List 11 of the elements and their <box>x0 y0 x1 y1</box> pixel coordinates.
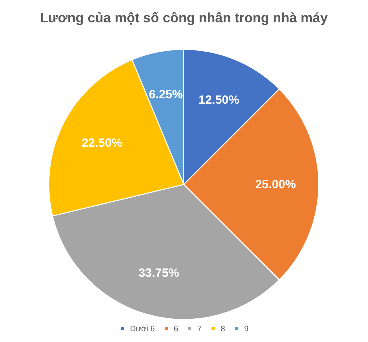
data-label: 25.00% <box>255 178 296 192</box>
legend-label: 6 <box>174 324 180 334</box>
data-label: 33.75% <box>138 266 180 280</box>
data-label: 22.50% <box>82 136 123 150</box>
legend-label: 8 <box>220 324 226 334</box>
data-label: 12.50% <box>198 92 240 107</box>
legend-label: 7 <box>197 324 202 334</box>
legend-label: Dưới 6 <box>130 324 156 334</box>
data-label: 6.25% <box>149 88 184 102</box>
chart-title: Lương của một số công nhân trong nhà máy <box>40 10 328 26</box>
legend-label: 9 <box>244 324 250 334</box>
